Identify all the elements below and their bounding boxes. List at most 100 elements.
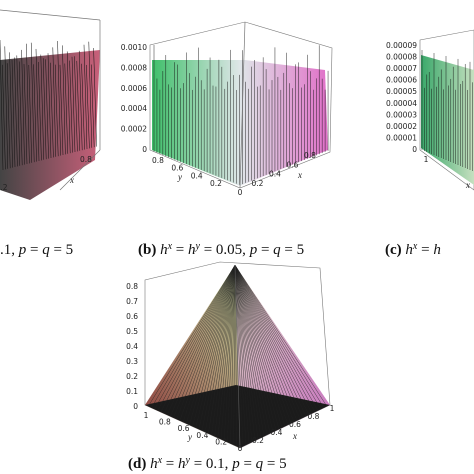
mesh-line xyxy=(234,264,247,446)
z-ticks-label: 0.00003 xyxy=(386,110,417,119)
labels: .2 0.8 x .1, p = q = 5 0.0010 0.0008 0.0006 0.0… xyxy=(0,41,470,472)
z-ticks-label: 0 xyxy=(133,402,138,411)
mesh-line xyxy=(185,264,236,424)
y-ticks-label: 0 xyxy=(238,444,243,453)
mesh-line xyxy=(40,54,45,160)
z-ticks-label: 0.1 xyxy=(126,387,138,396)
mesh-line xyxy=(234,264,292,424)
mesh-line xyxy=(33,64,37,162)
mesh-line xyxy=(66,51,71,154)
y-ticks-label: 1 xyxy=(144,411,149,420)
caption-part: y xyxy=(185,455,191,466)
mesh-line xyxy=(86,64,90,149)
mesh-line xyxy=(170,264,236,417)
mesh-line xyxy=(234,264,262,438)
z-ticks-label: 0.00005 xyxy=(386,87,417,96)
caption-part: = xyxy=(172,242,188,258)
mesh-line xyxy=(211,264,236,436)
mesh-line xyxy=(154,264,236,410)
mesh-line xyxy=(173,264,236,418)
mesh-line xyxy=(234,264,319,411)
y-ticks-label: 0.8 xyxy=(152,156,164,165)
mesh-line xyxy=(234,264,289,426)
mesh-line xyxy=(69,60,73,153)
y-ticks-label: 0.6 xyxy=(178,424,190,433)
mesh-line xyxy=(179,264,236,421)
mesh-line xyxy=(189,264,236,426)
mesh-line xyxy=(147,264,236,407)
mesh-line xyxy=(233,264,236,446)
caption-part: q xyxy=(256,456,264,472)
y-ticks-label: 0.4 xyxy=(196,431,208,440)
mesh-line xyxy=(234,264,316,413)
caption: (c) hx = h xyxy=(385,241,441,259)
caption: (b) hx = hy = 0.05, p = q = 5 xyxy=(138,241,304,259)
mesh-line xyxy=(234,264,322,410)
mesh-line xyxy=(93,48,97,147)
caption-part: q xyxy=(42,242,50,258)
mesh-line xyxy=(166,264,236,416)
x-ticks-label: 0.8 xyxy=(80,155,92,164)
mesh-line xyxy=(234,264,265,437)
mesh-line xyxy=(234,264,244,447)
caption-part: q xyxy=(273,242,281,258)
mesh-line xyxy=(45,59,49,159)
caption-part: h xyxy=(433,242,441,258)
caption-part: h xyxy=(160,242,168,258)
axis-label: x xyxy=(69,175,74,185)
mesh-line xyxy=(234,264,283,428)
caption-part: = xyxy=(257,242,273,258)
mesh-line xyxy=(42,58,47,160)
caption: (d) hx = hy = 0.1, p = q = 5 xyxy=(128,455,287,473)
x-ticks-label: 0 xyxy=(238,188,243,197)
caption-part: = 0.1, xyxy=(190,456,232,472)
mesh-line xyxy=(239,21,246,189)
mesh-line xyxy=(47,53,52,159)
mesh-line xyxy=(227,264,236,443)
caption-part: x xyxy=(412,241,418,252)
z-ticks-label: 0.5 xyxy=(126,327,138,336)
caption-part: x xyxy=(167,241,173,252)
z-ticks-label: 0.00002 xyxy=(386,122,417,131)
mesh-line xyxy=(234,264,325,408)
mesh-line xyxy=(230,264,236,444)
mesh-line xyxy=(163,264,236,414)
mesh-line xyxy=(35,48,40,162)
mesh-line xyxy=(50,62,54,158)
caption-part: = 5 xyxy=(50,242,73,258)
x-ticks-label: 0.6 xyxy=(289,420,301,429)
y-ticks-label: 0.8 xyxy=(159,418,171,427)
mesh-line xyxy=(234,264,274,433)
mesh-line xyxy=(59,64,64,156)
caption-part: h xyxy=(150,456,158,472)
mesh-line xyxy=(176,264,236,420)
z-ticks-label: 0.3 xyxy=(126,357,138,366)
mesh-line xyxy=(26,43,30,164)
mesh-line xyxy=(38,61,42,161)
mesh-line xyxy=(83,44,88,150)
mesh-line xyxy=(28,64,33,163)
mesh-line xyxy=(16,55,21,166)
mesh-line xyxy=(214,264,236,437)
mesh-line xyxy=(9,52,13,168)
mesh-line xyxy=(62,45,66,155)
z-ticks-label: 0.2 xyxy=(126,372,138,381)
mesh-line xyxy=(52,47,57,157)
box xyxy=(419,29,474,191)
mesh-line xyxy=(71,56,76,153)
mesh-line xyxy=(234,264,259,440)
mesh-line xyxy=(76,60,81,151)
axis-label: y xyxy=(187,432,192,442)
mesh-line xyxy=(201,264,236,431)
caption-part: y xyxy=(195,241,201,252)
mesh-line xyxy=(204,264,236,433)
mesh-line xyxy=(195,264,236,428)
mesh-line xyxy=(234,264,268,436)
z-ticks-label: 0.0004 xyxy=(121,104,147,113)
z-ticks-label: 0 xyxy=(412,145,417,154)
x-ticks-label: 0.6 xyxy=(287,160,299,169)
mesh-line xyxy=(234,264,280,430)
caption-part: x xyxy=(157,455,163,466)
caption-part: = xyxy=(162,456,178,472)
z-ticks-label: 0.6 xyxy=(126,312,138,321)
